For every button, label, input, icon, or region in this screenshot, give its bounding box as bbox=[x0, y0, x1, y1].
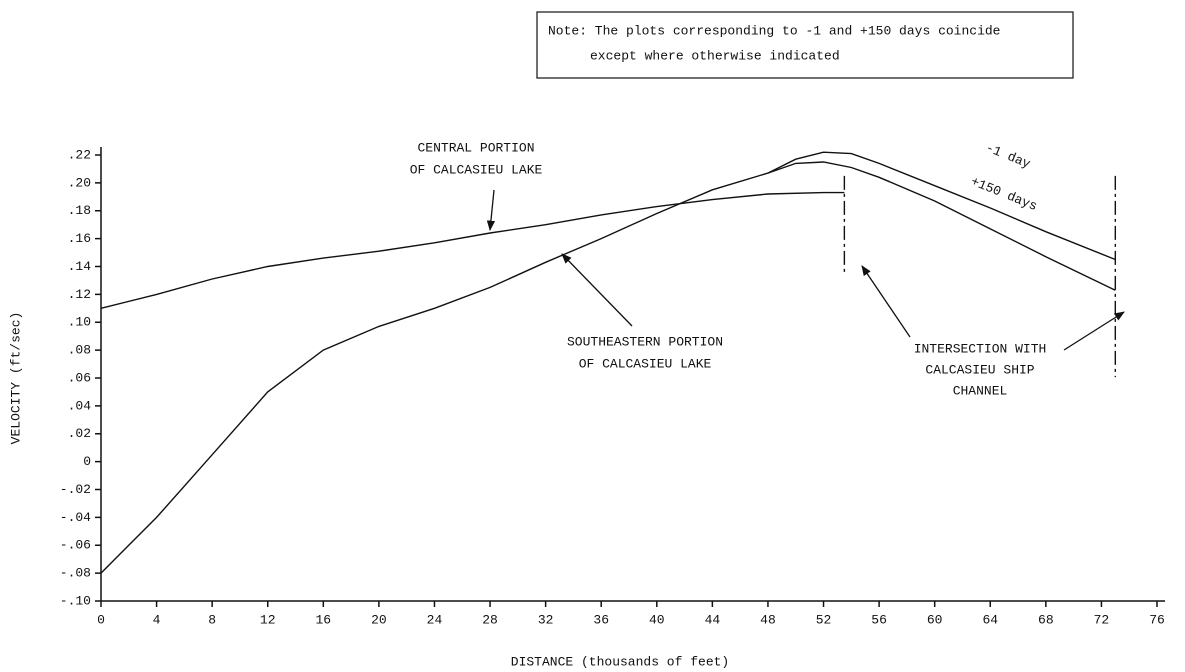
series-line bbox=[767, 161, 1116, 291]
y-tick-label: .06 bbox=[68, 370, 91, 385]
y-tick-label: -.08 bbox=[60, 566, 91, 581]
y-tick-label: .04 bbox=[68, 398, 92, 413]
x-tick-label: 44 bbox=[705, 612, 721, 627]
curve-label: CENTRAL PORTION bbox=[417, 140, 534, 155]
x-tick-label: 0 bbox=[97, 612, 105, 627]
y-tick-label: .14 bbox=[68, 259, 92, 274]
series-line bbox=[100, 172, 769, 574]
x-tick-label: 76 bbox=[1149, 612, 1165, 627]
x-tick-label: 48 bbox=[760, 612, 776, 627]
x-tick-label: 4 bbox=[153, 612, 161, 627]
y-axis-label: VELOCITY (ft/sec) bbox=[8, 312, 23, 445]
x-tick-label: 64 bbox=[982, 612, 998, 627]
curve-label: SOUTHEASTERN PORTION bbox=[567, 334, 723, 349]
y-tick-label: .02 bbox=[68, 426, 91, 441]
curve-label: OF CALCASIEU LAKE bbox=[410, 162, 543, 177]
x-tick-label: 8 bbox=[208, 612, 216, 627]
x-tick-label: 68 bbox=[1038, 612, 1054, 627]
x-tick-label: 12 bbox=[260, 612, 276, 627]
series-label: -1 day bbox=[984, 140, 1033, 172]
x-tick-label: 32 bbox=[538, 612, 554, 627]
series-line bbox=[767, 151, 1116, 261]
x-tick-label: 40 bbox=[649, 612, 665, 627]
y-tick-label: 0 bbox=[83, 454, 91, 469]
series-label: +150 days bbox=[969, 174, 1040, 214]
y-tick-label: .12 bbox=[68, 287, 91, 302]
y-tick-label: -.04 bbox=[60, 510, 91, 525]
y-tick-label: -.10 bbox=[60, 593, 91, 608]
x-tick-label: 28 bbox=[482, 612, 498, 627]
x-tick-label: 36 bbox=[593, 612, 609, 627]
y-tick-label: -.06 bbox=[60, 538, 91, 553]
x-tick-label: 56 bbox=[871, 612, 887, 627]
y-tick-label: .16 bbox=[68, 231, 91, 246]
arrow bbox=[561, 253, 633, 327]
arrow bbox=[486, 189, 496, 232]
x-tick-label: 16 bbox=[316, 612, 332, 627]
y-tick-label: .22 bbox=[68, 147, 91, 162]
x-tick-label: 52 bbox=[816, 612, 832, 627]
series-line bbox=[100, 191, 845, 309]
x-axis-label: DISTANCE (thousands of feet) bbox=[511, 654, 729, 669]
annotation: CHANNEL bbox=[953, 383, 1008, 398]
y-tick-label: .20 bbox=[68, 175, 91, 190]
x-tick-label: 24 bbox=[427, 612, 443, 627]
arrow bbox=[861, 265, 911, 338]
x-tick-label: 72 bbox=[1094, 612, 1110, 627]
note-line: except where otherwise indicated bbox=[590, 48, 840, 63]
curve-label: OF CALCASIEU LAKE bbox=[579, 356, 712, 371]
y-tick-label: -.02 bbox=[60, 482, 91, 497]
y-tick-label: .18 bbox=[68, 203, 91, 218]
arrow bbox=[1063, 311, 1125, 351]
note-box bbox=[536, 11, 1074, 79]
x-tick-label: 20 bbox=[371, 612, 387, 627]
x-tick-label: 60 bbox=[927, 612, 943, 627]
y-tick-label: .08 bbox=[68, 343, 91, 358]
annotation: CALCASIEU SHIP bbox=[925, 362, 1034, 377]
annotation: INTERSECTION WITH bbox=[914, 341, 1047, 356]
note-line: Note: The plots corresponding to -1 and … bbox=[548, 23, 1000, 38]
y-tick-label: .10 bbox=[68, 315, 91, 330]
